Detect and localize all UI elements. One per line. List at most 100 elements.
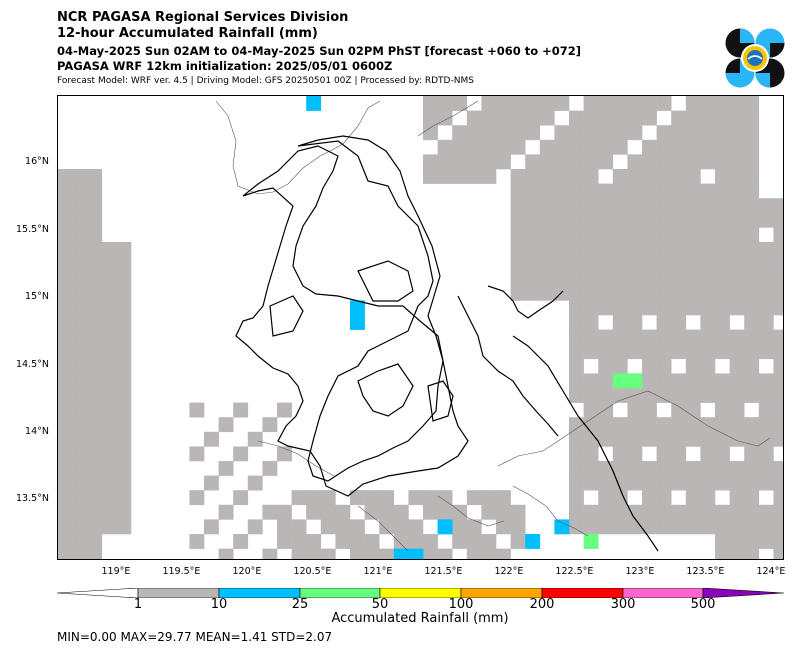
rain-cell (656, 417, 672, 433)
rain-cell (612, 198, 628, 214)
title-valid-period: 04-May-2025 Sun 02AM to 04-May-2025 Sun … (57, 44, 582, 58)
rain-cell (671, 227, 687, 243)
rain-cell (598, 431, 614, 447)
rain-cell (656, 169, 672, 184)
rain-cell (656, 227, 672, 243)
rain-cell (393, 504, 409, 520)
rain-cell (773, 242, 783, 257)
rainfall-map[interactable] (57, 95, 784, 560)
rain-cell (773, 534, 783, 549)
rain-cell (72, 344, 88, 360)
rain-cell (758, 446, 774, 462)
rain-cell (627, 344, 643, 360)
rain-cell (116, 504, 132, 520)
colorbar-tick-label: 1 (133, 597, 143, 612)
rain-cell (262, 548, 278, 559)
rain-cell (642, 344, 657, 360)
rain-cell (598, 125, 614, 141)
rain-cell (510, 285, 526, 301)
rain-cell (642, 490, 657, 506)
colorbar-tick-label: 25 (291, 597, 309, 612)
rain-cell (116, 242, 132, 257)
rain-cell (612, 96, 628, 111)
rain-cell (671, 344, 687, 360)
rain-cell (729, 461, 745, 476)
title-initialization: PAGASA WRF 12km initialization: 2025/05/… (57, 59, 393, 73)
rain-cell (583, 154, 599, 170)
rain-cell (277, 402, 292, 418)
rain-cell (87, 198, 103, 214)
rain-cell (700, 285, 716, 301)
rain-cell (671, 446, 687, 462)
rain-cell (554, 519, 570, 535)
rain-cell (656, 212, 672, 228)
rain-cell (642, 183, 657, 199)
rain-cell (101, 417, 117, 433)
rain-cell (758, 519, 774, 535)
rain-cell (262, 504, 278, 520)
rain-cell (583, 271, 599, 287)
rain-cell (700, 212, 716, 228)
rain-cell (744, 548, 760, 559)
rain-cell (262, 417, 278, 433)
rain-cell (583, 125, 599, 141)
rain-cell (87, 227, 103, 243)
rain-cell (569, 475, 584, 491)
rain-cell (598, 402, 614, 418)
rain-cell (773, 519, 783, 535)
rain-cell (554, 198, 570, 214)
rain-cell (350, 315, 365, 330)
rain-cell (744, 490, 760, 506)
rain-cell (671, 315, 687, 330)
rain-cell (466, 490, 482, 506)
rain-cell (612, 446, 628, 462)
rain-cell (58, 271, 73, 287)
rain-cell (466, 139, 482, 155)
rain-cell (715, 169, 730, 184)
rain-cell (773, 402, 783, 418)
rain-cell (569, 242, 584, 257)
rain-cell (87, 344, 103, 360)
rain-cell (685, 242, 701, 257)
rain-cell (510, 519, 526, 535)
rain-cell (218, 417, 234, 433)
rain-cell (72, 534, 88, 549)
rain-cell (744, 242, 760, 257)
rain-cell (715, 446, 730, 462)
rain-cell (685, 519, 701, 535)
rain-cell (423, 504, 438, 520)
colorbar-segment (137, 588, 220, 598)
rain-cell (729, 198, 745, 214)
rain-cell (715, 227, 730, 243)
rain-cell (423, 96, 438, 111)
rain-cell (525, 183, 541, 199)
rain-cell (656, 242, 672, 257)
rain-cell (116, 344, 132, 360)
rain-cell (101, 519, 117, 535)
rain-cell (218, 548, 234, 559)
rain-cell (87, 461, 103, 476)
rain-cell (569, 329, 584, 345)
rain-cell (58, 446, 73, 462)
rain-cell (612, 373, 628, 389)
rain-cell (685, 504, 701, 520)
rain-cell (685, 402, 701, 418)
rain-cell (583, 285, 599, 301)
rain-cell (612, 431, 628, 447)
rain-cell (466, 125, 482, 141)
rain-cell (773, 373, 783, 389)
rain-cell (598, 227, 614, 243)
rain-cell (116, 417, 132, 433)
rain-cell (656, 446, 672, 462)
title-model-info: Forecast Model: WRF ver. 4.5 | Driving M… (57, 76, 474, 86)
rain-cell (671, 475, 687, 491)
rain-cell (715, 417, 730, 433)
rain-cell (758, 285, 774, 301)
rain-cell (744, 125, 760, 141)
colorbar-segment (702, 588, 784, 598)
rain-cell (247, 519, 263, 535)
rain-cell (452, 139, 468, 155)
rain-cell (744, 285, 760, 301)
rain-cell (423, 548, 438, 559)
rain-cell (612, 388, 628, 403)
